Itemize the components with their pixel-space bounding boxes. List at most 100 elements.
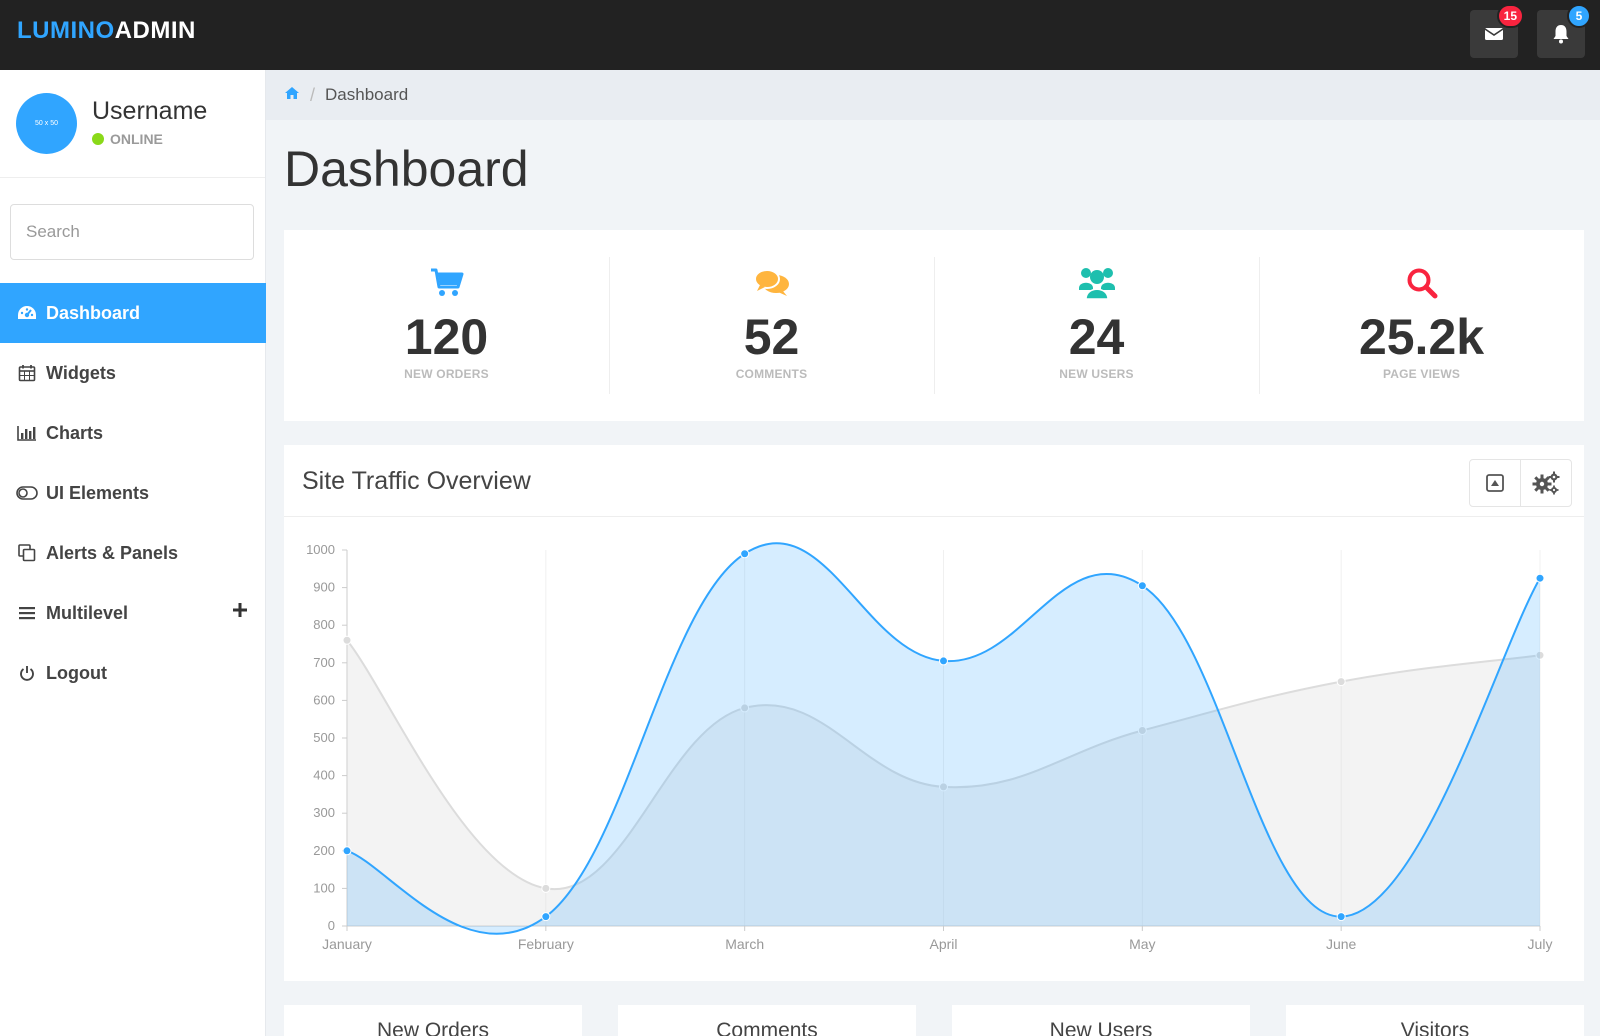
notifications-button[interactable]: 5 bbox=[1537, 4, 1591, 58]
comments-icon bbox=[753, 265, 790, 301]
stat-value: 52 bbox=[743, 309, 800, 365]
stat-comments: 52 COMMENTS bbox=[609, 230, 934, 421]
collapse-icon bbox=[1486, 474, 1504, 492]
bar-chart-icon bbox=[16, 423, 38, 443]
stat-label: COMMENTS bbox=[735, 367, 808, 381]
y-tick-label: 900 bbox=[313, 580, 335, 595]
y-tick-label: 300 bbox=[313, 805, 335, 820]
top-navbar: LUMINOADMIN 15 5 bbox=[0, 0, 1600, 70]
series-1-point bbox=[1137, 725, 1147, 735]
home-icon[interactable] bbox=[284, 86, 300, 105]
search-input[interactable] bbox=[10, 204, 254, 260]
x-tick-label: February bbox=[518, 936, 574, 952]
user-status: ONLINE bbox=[92, 131, 163, 147]
messages-button[interactable]: 15 bbox=[1470, 4, 1524, 58]
sidebar-item-charts[interactable]: Charts bbox=[0, 403, 266, 463]
clone-icon bbox=[16, 543, 38, 563]
online-dot-icon bbox=[92, 133, 104, 145]
y-tick-label: 100 bbox=[313, 880, 335, 895]
sidebar-item-label: UI Elements bbox=[46, 482, 150, 503]
sidebar-item-logout[interactable]: Logout bbox=[0, 643, 266, 703]
x-tick-label: April bbox=[929, 936, 957, 952]
search-icon bbox=[1406, 265, 1438, 301]
notifications-badge: 5 bbox=[1567, 4, 1591, 28]
y-tick-label: 600 bbox=[313, 692, 335, 707]
mini-panel-new-orders: New Orders bbox=[284, 1005, 582, 1036]
x-tick-label: July bbox=[1528, 936, 1553, 952]
collapse-panel-button[interactable] bbox=[1470, 460, 1520, 506]
stats-panel: 120 NEW ORDERS 52 COMMENTS 24 NEW USERS … bbox=[284, 230, 1584, 421]
breadcrumb-current: Dashboard bbox=[325, 85, 409, 104]
stat-value: 120 bbox=[404, 309, 489, 365]
series-2-point bbox=[541, 912, 551, 922]
series-2-point bbox=[740, 549, 750, 559]
sidebar-item-label: Dashboard bbox=[46, 302, 141, 323]
series-2-area bbox=[347, 543, 1540, 934]
site-traffic-panel: Site Traffic Overview bbox=[284, 445, 1584, 981]
users-icon bbox=[1078, 265, 1116, 301]
mini-panel-title: Comments bbox=[716, 1019, 818, 1036]
sidebar-item-ui-elements[interactable]: UI Elements bbox=[0, 463, 266, 523]
breadcrumb-separator: / bbox=[310, 84, 316, 105]
calendar-icon bbox=[16, 363, 38, 383]
stat-label: PAGE VIEWS bbox=[1382, 367, 1461, 381]
sidebar-item-label: Charts bbox=[46, 422, 104, 443]
panel-title: Site Traffic Overview bbox=[302, 467, 531, 495]
stat-page-views: 25.2k PAGE VIEWS bbox=[1259, 230, 1584, 421]
stat-new-users: 24 NEW USERS bbox=[934, 230, 1259, 421]
brand-part-1: LUMINO bbox=[17, 17, 115, 44]
stat-value: 25.2k bbox=[1358, 309, 1485, 365]
sidebar-item-widgets[interactable]: Widgets bbox=[0, 343, 266, 403]
panel-header: Site Traffic Overview bbox=[284, 445, 1584, 517]
sidebar-menu: Dashboard Widgets Charts UI Elements Ale… bbox=[0, 283, 266, 703]
brand-logo[interactable]: LUMINOADMIN bbox=[17, 17, 196, 45]
series-1-point bbox=[1535, 650, 1545, 660]
dashboard-icon bbox=[16, 303, 38, 323]
y-tick-label: 1000 bbox=[306, 542, 335, 557]
sidebar-item-label: Alerts & Panels bbox=[46, 542, 179, 563]
series-1-area bbox=[347, 640, 1540, 926]
y-tick-label: 700 bbox=[313, 655, 335, 670]
page-title: Dashboard bbox=[284, 141, 529, 197]
series-2-point bbox=[1137, 581, 1147, 591]
x-tick-label: May bbox=[1129, 936, 1155, 952]
panel-settings-button[interactable] bbox=[1520, 460, 1571, 506]
series-1-point bbox=[342, 635, 352, 645]
power-icon bbox=[16, 663, 38, 683]
breadcrumb: / Dashboard bbox=[266, 70, 1600, 120]
y-tick-label: 500 bbox=[313, 730, 335, 745]
sidebar-item-multilevel[interactable]: Multilevel bbox=[0, 583, 266, 643]
x-tick-label: January bbox=[322, 936, 372, 952]
avatar[interactable]: 50 x 50 bbox=[16, 93, 77, 154]
mini-panel-comments: Comments bbox=[618, 1005, 916, 1036]
y-tick-label: 200 bbox=[313, 843, 335, 858]
stat-new-orders: 120 NEW ORDERS bbox=[284, 230, 609, 421]
mini-panel-visitors: Visitors bbox=[1286, 1005, 1584, 1036]
y-tick-label: 800 bbox=[313, 617, 335, 632]
series-1-point bbox=[1336, 677, 1346, 687]
avatar-placeholder-text: 50 x 50 bbox=[35, 120, 58, 127]
mini-panel-new-users: New Users bbox=[952, 1005, 1250, 1036]
toggle-icon bbox=[16, 483, 38, 503]
series-1-point bbox=[939, 782, 948, 792]
series-1-point bbox=[740, 703, 750, 713]
series-2-point bbox=[1336, 912, 1346, 922]
expand-plus-icon[interactable] bbox=[232, 602, 248, 623]
status-text: ONLINE bbox=[110, 131, 163, 147]
sidebar-item-dashboard[interactable]: Dashboard bbox=[0, 283, 266, 343]
y-tick-label: 400 bbox=[313, 768, 335, 783]
series-1-line bbox=[346, 639, 1541, 891]
panel-toolbar bbox=[1469, 459, 1572, 507]
sidebar-item-alerts-panels[interactable]: Alerts & Panels bbox=[0, 523, 266, 583]
series-2-point bbox=[939, 656, 948, 666]
mini-panel-title: Visitors bbox=[1400, 1019, 1470, 1036]
sidebar: 50 x 50 Username ONLINE Dashboard Widget… bbox=[0, 70, 266, 1036]
messages-badge: 15 bbox=[1496, 4, 1524, 28]
sidebar-item-label: Logout bbox=[46, 662, 107, 683]
gears-icon bbox=[1532, 471, 1560, 495]
x-tick-label: June bbox=[1326, 936, 1357, 952]
y-tick-label: 0 bbox=[328, 918, 335, 933]
envelope-icon bbox=[1484, 28, 1504, 40]
search-form bbox=[10, 204, 254, 260]
stat-label: NEW USERS bbox=[1059, 367, 1134, 381]
